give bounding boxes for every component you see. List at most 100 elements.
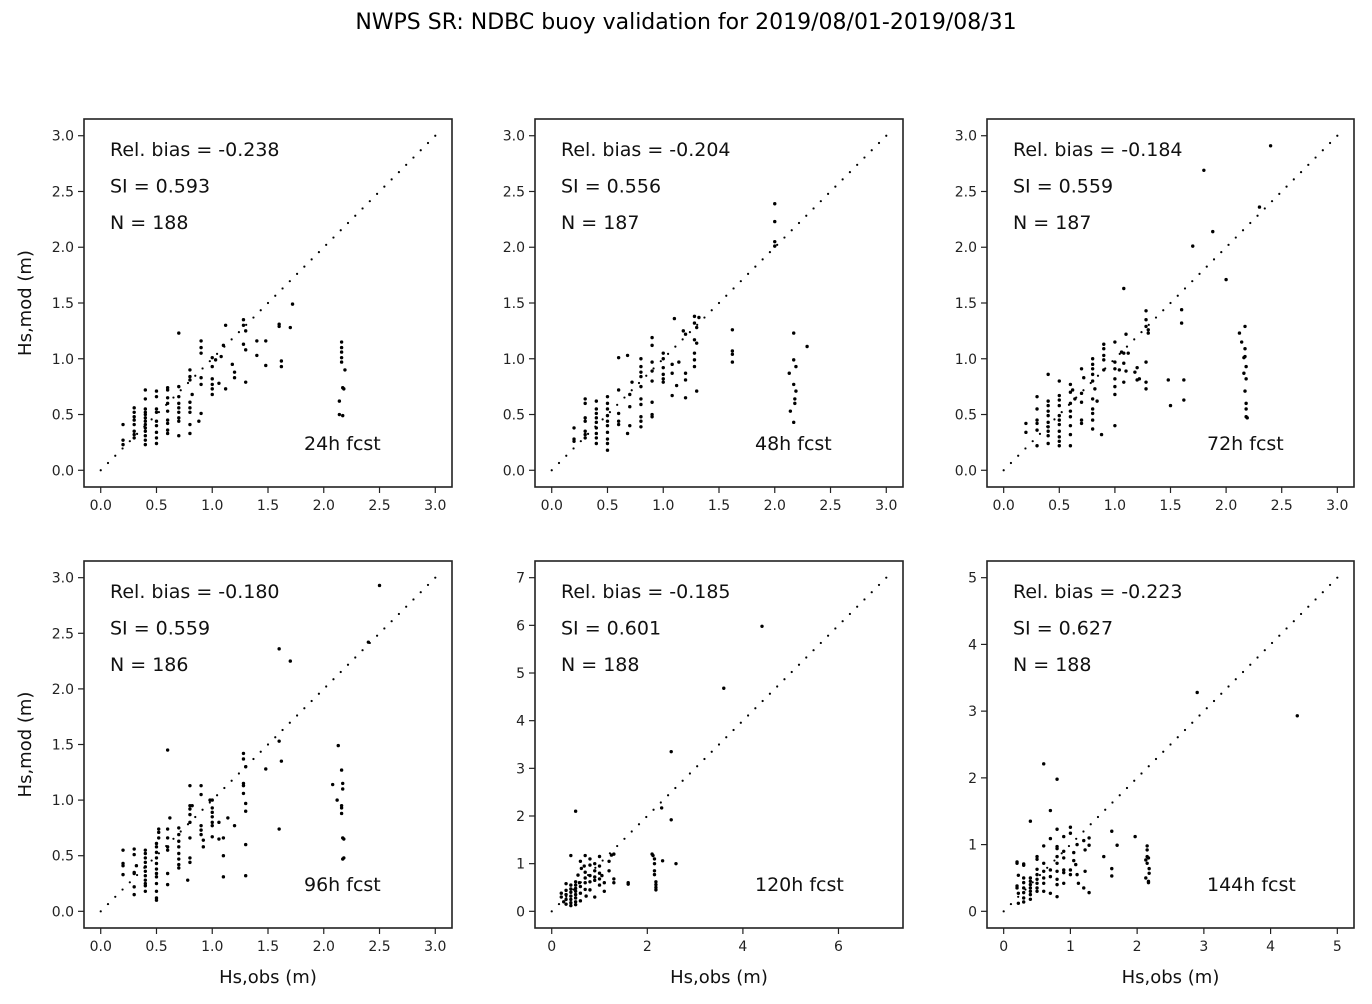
data-point [199,823,203,828]
data-point [573,886,578,891]
data-point [1079,400,1084,404]
data-point [223,323,228,328]
y-tick-label: 1.5 [52,738,74,754]
data-point [1035,857,1039,861]
one-to-one-line-dot [841,178,844,181]
data-point [1182,398,1186,402]
x-tick-label: 3.0 [1326,498,1348,514]
data-point [1028,882,1033,887]
data-point [578,899,583,903]
one-to-one-line-dot [121,888,124,891]
one-to-one-line-dot [157,410,161,414]
one-to-one-line-dot [1292,178,1295,181]
one-to-one-line-dot [135,873,139,877]
data-point [1035,418,1039,422]
data-point [177,832,181,837]
one-to-one-line-dot [281,287,284,290]
one-to-one-line-dot [1241,229,1245,232]
data-point [199,345,203,350]
data-point [1166,378,1170,382]
data-point [217,381,221,385]
one-to-one-line-dot [1328,141,1332,145]
data-point [165,421,170,426]
data-point [683,396,688,400]
data-point [143,434,148,438]
data-point [639,402,643,407]
data-point [1110,829,1114,833]
data-point [199,382,203,387]
data-point [339,345,344,350]
one-to-one-line-dot [586,432,590,436]
data-point [243,842,248,847]
data-point [572,426,576,430]
data-point [692,351,697,355]
one-to-one-line-dot [426,141,430,145]
one-to-one-line-dot [405,163,408,166]
one-to-one-line-dot [274,736,277,739]
one-to-one-line-dot [114,454,117,457]
data-point [1068,432,1073,437]
one-to-one-line-dot [659,801,662,804]
one-to-one-line-dot [157,852,161,855]
x-tick-label: 2 [643,939,652,955]
data-point [288,325,293,330]
data-point [177,406,181,410]
one-to-one-line-dot [732,287,735,290]
one-to-one-line-dot [1299,170,1303,174]
data-point [1087,890,1091,895]
one-to-one-line-dot [550,469,553,472]
data-point [722,686,726,690]
data-point [188,422,192,427]
x-tick-label: 4 [738,939,747,955]
data-point [588,873,592,878]
data-point [730,349,735,353]
one-to-one-line-dot [761,258,764,261]
data-point [639,419,643,423]
data-point [616,419,621,423]
data-point [573,902,578,907]
data-point [188,378,192,382]
one-to-one-line-dot [1024,447,1027,450]
data-point [692,364,697,369]
data-point [341,857,345,861]
data-point [583,436,587,440]
y-tick-label: 3.0 [52,129,74,145]
data-point [132,885,136,889]
data-point [186,878,190,882]
one-to-one-line-dot [426,583,430,587]
x-axis-label: Hs,obs (m) [219,967,317,988]
data-point [165,401,170,406]
one-to-one-line-dot [557,902,561,906]
data-point [210,355,214,360]
data-point [650,360,654,364]
data-point [1168,403,1173,408]
y-tick-label: 0.0 [52,904,74,920]
one-to-one-line-dot [630,830,633,833]
si-text: SI = 0.627 [1013,618,1113,640]
data-point [616,355,621,360]
data-point [290,302,295,306]
data-point [337,399,342,403]
data-point [165,431,170,436]
data-point [1147,866,1151,871]
data-point [1268,144,1273,148]
data-point [1035,867,1039,871]
rel-bias-text: Rel. bias = -0.185 [561,581,731,603]
data-point [1073,397,1077,401]
data-point [165,882,170,887]
data-point [143,889,148,893]
data-point [241,757,246,761]
data-point [650,343,654,348]
data-point [1028,876,1033,880]
data-point [1068,868,1073,872]
data-point [1244,377,1248,381]
data-point [788,409,793,413]
data-point [226,816,230,820]
data-point [177,394,181,399]
data-point [243,348,248,352]
y-tick-label: 2.0 [52,240,74,256]
data-point [1242,371,1246,375]
data-point [597,883,602,887]
data-point [1057,413,1061,418]
x-tick-label: 2.5 [1271,498,1293,514]
